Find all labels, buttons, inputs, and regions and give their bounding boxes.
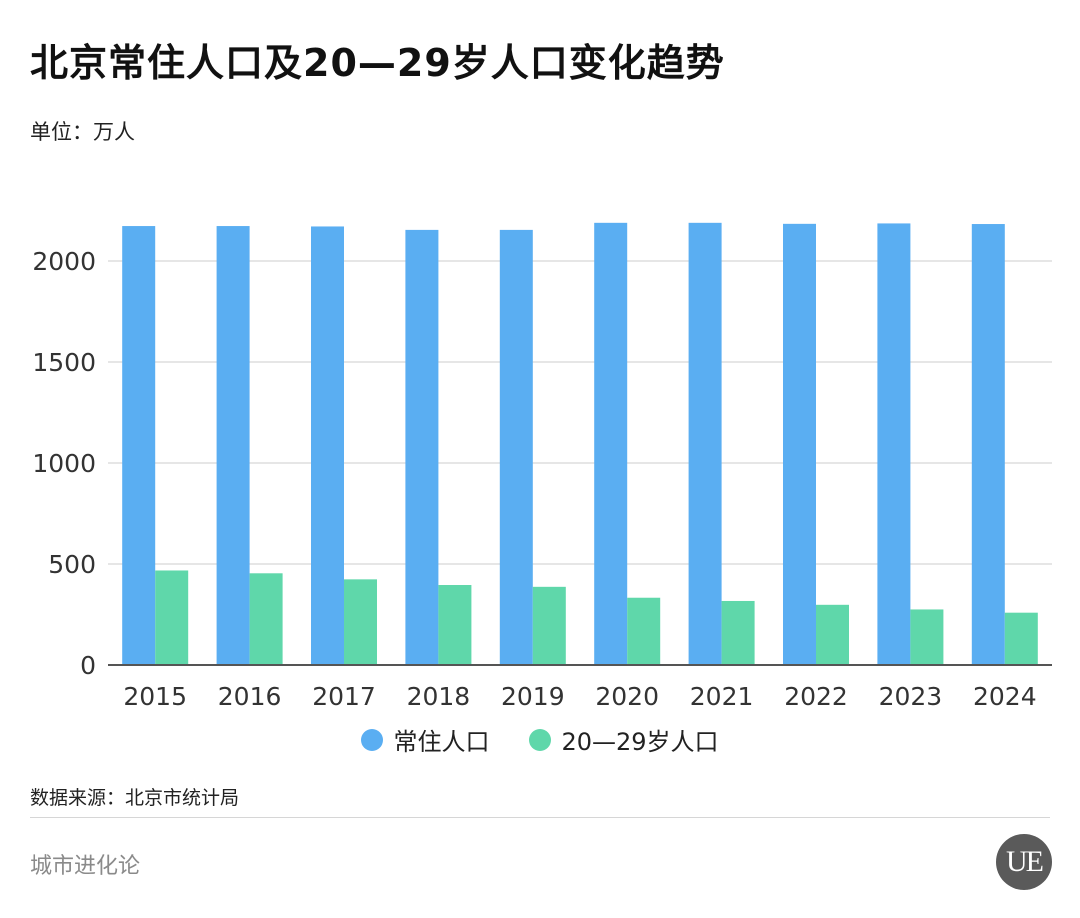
y-tick-label: 0 (80, 651, 96, 680)
bar-resident (688, 222, 722, 665)
legend-dot-resident (361, 728, 384, 751)
legend: 常住人口 20—29岁人口 (0, 722, 1080, 757)
legend-item-resident: 常住人口 (361, 722, 489, 757)
footer-divider (30, 817, 1050, 818)
bar-resident (971, 224, 1005, 665)
bar-age-20-29 (721, 600, 755, 665)
y-tick-label: 2000 (32, 247, 96, 276)
legend-label-age-20-29: 20—29岁人口 (561, 728, 719, 756)
legend-dot-age-20-29 (529, 728, 552, 751)
bar-resident (499, 229, 533, 665)
x-tick-label: 2017 (312, 682, 376, 711)
bar-resident (594, 222, 628, 665)
bar-resident (783, 223, 816, 665)
bar-age-20-29 (438, 585, 472, 665)
brand-name: 城市进化论 (30, 854, 141, 879)
legend-label-resident: 常住人口 (393, 728, 490, 756)
x-tick-label: 2018 (407, 682, 471, 711)
bar-age-20-29 (532, 586, 566, 665)
bar-resident (216, 226, 250, 665)
x-tick-label: 2016 (218, 682, 282, 711)
bar-age-20-29 (155, 570, 189, 665)
x-tick-label: 2015 (123, 682, 187, 711)
x-tick-label: 2022 (784, 682, 848, 711)
bar-age-20-29 (627, 597, 661, 665)
x-tick-label: 2021 (690, 682, 754, 711)
x-tick-label: 2023 (879, 682, 943, 711)
legend-item-age-20-29: 20—29岁人口 (529, 722, 719, 757)
y-tick-label: 1000 (32, 449, 96, 478)
bar-chart: 0 500 1000 1500 2000 2015 2016 2017 2018 2019 2020… (32, 222, 1052, 711)
x-tick-label: 2019 (501, 682, 565, 711)
x-tick-label: 2020 (595, 682, 659, 711)
data-source: 数据来源：北京市统计局 (30, 787, 240, 809)
bar-resident (122, 226, 156, 665)
bar-resident (311, 226, 344, 665)
y-tick-label: 1500 (32, 348, 96, 377)
x-tick-label: 2024 (973, 682, 1037, 711)
y-tick-label: 500 (48, 550, 96, 579)
bar-resident (405, 229, 439, 665)
bar-resident (877, 223, 911, 666)
bar-age-20-29 (1004, 612, 1038, 665)
bar-age-20-29 (910, 609, 944, 665)
unit-label: 单位：万人 (30, 120, 135, 144)
bar-age-20-29 (249, 573, 283, 665)
brand-logo: UE (996, 834, 1052, 890)
chart-title: 北京常住人口及20—29岁人口变化趋势 (30, 41, 725, 85)
bar-age-20-29 (816, 604, 849, 665)
bar-age-20-29 (344, 579, 377, 665)
